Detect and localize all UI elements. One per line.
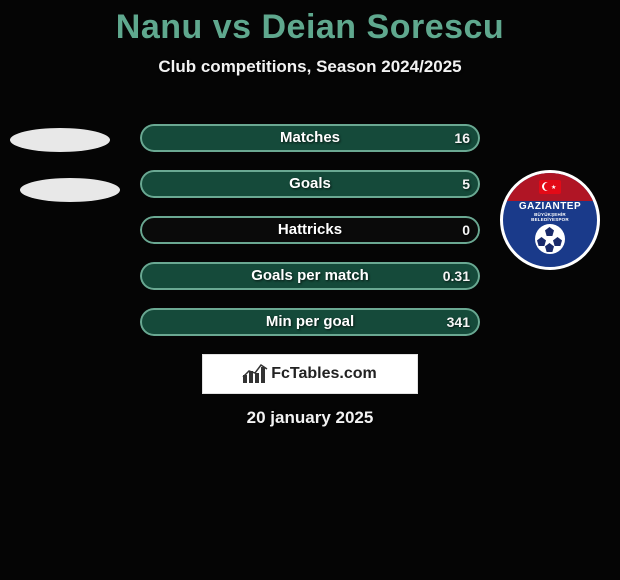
bar-value-right: 16	[454, 124, 470, 152]
player1-placeholder-oval-2	[20, 178, 120, 202]
bar-value-right: 0	[462, 216, 470, 244]
subtitle: Club competitions, Season 2024/2025	[0, 57, 620, 77]
bar-label: Hattricks	[140, 216, 480, 244]
bar-value-right: 5	[462, 170, 470, 198]
stat-bar-goals-per-match: Goals per match0.31	[140, 262, 480, 290]
bar-label: Matches	[140, 124, 480, 152]
stat-bars: Matches16 Goals5 Hattricks0 Goals per match…	[140, 124, 480, 354]
bar-label: Goals	[140, 170, 480, 198]
logo-text: FcTables.com	[271, 365, 377, 383]
bar-label: Min per goal	[140, 308, 480, 336]
player1-placeholder-oval-1	[10, 128, 110, 152]
football-icon	[535, 224, 565, 254]
player2-club-badge: ★ GAZIANTEP BÜYÜKŞEHİR BELEDİYESPOR	[500, 170, 600, 270]
bar-value-right: 341	[447, 308, 470, 336]
turkey-flag-icon: ★	[539, 180, 561, 194]
bar-value-right: 0.31	[443, 262, 470, 290]
stat-bar-goals: Goals5	[140, 170, 480, 198]
bar-label: Goals per match	[140, 262, 480, 290]
stat-bar-matches: Matches16	[140, 124, 480, 152]
chart-icon	[243, 365, 265, 383]
badge-flag-band: ★	[503, 173, 597, 201]
badge-sub2: BELEDİYESPOR	[531, 217, 569, 222]
badge-text: GAZIANTEP	[519, 201, 581, 212]
snapshot-date: 20 january 2025	[0, 408, 620, 428]
widget-container: Nanu vs Deian Sorescu Club competitions,…	[0, 0, 620, 580]
stat-bar-hattricks: Hattricks0	[140, 216, 480, 244]
fctables-logo[interactable]: FcTables.com	[202, 354, 418, 394]
page-title: Nanu vs Deian Sorescu	[0, 0, 620, 47]
stat-bar-min-per-goal: Min per goal341	[140, 308, 480, 336]
